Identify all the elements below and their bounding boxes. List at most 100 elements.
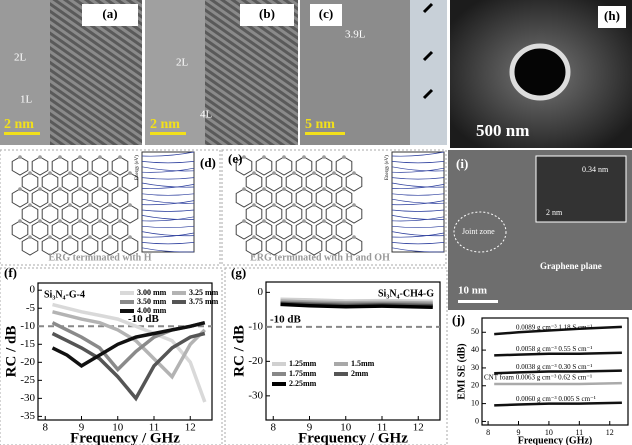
atom (68, 171, 72, 175)
band (141, 177, 195, 180)
atom (272, 203, 276, 207)
atom (252, 171, 256, 175)
axis-label: Energy (eV) (385, 155, 390, 180)
label-box (598, 6, 626, 28)
atom (272, 235, 276, 239)
legend-label: CNT foam 0.0063 g cm⁻³ 0.62 S cm⁻¹ (484, 374, 592, 382)
band (391, 200, 445, 206)
hexagon (11, 220, 29, 240)
band (391, 182, 445, 188)
band (141, 247, 195, 253)
hexagon (111, 220, 129, 240)
panel-label: (a) (102, 6, 117, 21)
atom (108, 171, 112, 175)
band (141, 225, 195, 229)
y-tick-label: 40 (471, 345, 479, 354)
atom (252, 235, 256, 239)
hexagon (81, 172, 99, 192)
scale-label: 2 nm (4, 117, 34, 132)
band (391, 209, 445, 212)
y-tick-label: 30 (471, 363, 479, 372)
hexagon (21, 204, 39, 224)
atom (342, 219, 346, 223)
panel-label: (d) (200, 155, 216, 170)
x-tick-label: 10 (112, 422, 124, 434)
series-line (494, 351, 622, 357)
y-tick-label: -35 (20, 410, 35, 422)
band (141, 166, 195, 172)
y-axis-label: RC / dB (231, 325, 247, 377)
hexagon (305, 172, 323, 192)
band (141, 232, 195, 238)
legend-label: 4.00 mm (137, 306, 167, 315)
hexagon (41, 236, 59, 256)
legend-label: 1.75mm (289, 369, 317, 378)
y-tick-label: -5 (26, 302, 36, 314)
panel-label: (h) (604, 8, 620, 23)
caption: ERG terminated with H and OH (250, 252, 390, 263)
band (141, 231, 195, 237)
series-line (494, 401, 622, 407)
x-tick-label: 8 (271, 422, 277, 434)
vacuum (410, 0, 447, 145)
atom (312, 171, 316, 175)
atom (28, 203, 32, 207)
band (141, 184, 195, 189)
band (391, 166, 445, 172)
hexagon (91, 156, 109, 176)
scale-bar (4, 132, 40, 135)
plot-frame (37, 282, 213, 421)
axis-label: Energy (eV) (135, 155, 140, 180)
atom (262, 155, 266, 159)
band (391, 167, 445, 173)
atom (48, 203, 52, 207)
plot-frame (481, 317, 629, 426)
hexagon (295, 156, 313, 176)
hexagon (285, 172, 303, 192)
bands (141, 151, 445, 253)
atom (128, 171, 132, 175)
hexagon (265, 204, 283, 224)
y-tick-label: -10 (20, 320, 35, 332)
band (391, 193, 445, 196)
hexagon (245, 172, 263, 192)
atom (342, 187, 346, 191)
band (391, 161, 445, 164)
reference-label: -10 dB (270, 313, 302, 325)
atom (98, 219, 102, 223)
band (141, 161, 195, 164)
scale-bar (305, 132, 345, 135)
plot-frame (265, 281, 441, 421)
atom (322, 219, 326, 223)
panel-label: (g) (231, 265, 246, 280)
atom (88, 171, 92, 175)
y-tick-label: -30 (248, 389, 263, 401)
hexagon (335, 220, 353, 240)
legend-label: 0.0038 g cm⁻³ 0.30 S cm⁻¹ (516, 363, 592, 371)
hexagon (295, 188, 313, 208)
series-line (52, 310, 207, 380)
hexagon (71, 220, 89, 240)
scale-label: 5 nm (305, 117, 335, 132)
panel-label: (b) (259, 6, 275, 21)
annotation: 2L (14, 52, 27, 64)
hexagon (101, 204, 119, 224)
y-axis-label: RC / dB (3, 326, 19, 378)
label-box (310, 4, 342, 26)
atom (352, 203, 356, 207)
panel-frame (221, 149, 447, 266)
annotation: 1L (20, 94, 33, 106)
hexagon (61, 172, 79, 192)
atom (108, 235, 112, 239)
band (391, 216, 445, 222)
y-tick-label: 0 (475, 416, 479, 425)
atom (38, 219, 42, 223)
hexagon (315, 188, 333, 208)
atom (242, 187, 246, 191)
hexagon (345, 204, 363, 224)
atom (68, 235, 72, 239)
x-axis-label: Frequency / GHz (70, 430, 180, 445)
atom (282, 219, 286, 223)
atom (88, 235, 92, 239)
atom (98, 187, 102, 191)
